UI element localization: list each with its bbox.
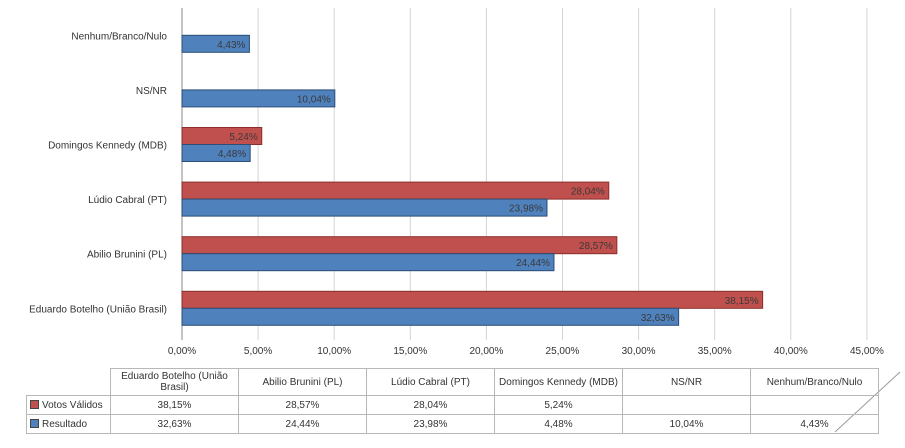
data-label: 24,44% [516, 258, 550, 269]
table-header-row: Eduardo Botelho (União Brasil) Abilio Br… [26, 368, 879, 396]
bar-resultado [181, 34, 250, 53]
bar-resultado [181, 253, 555, 272]
labels: 0,00% 5,00% 10,00% 15,00% 20,00% 25,00% 30,00%… [29, 31, 884, 357]
table-cell [750, 395, 879, 415]
x-tick-label: 30,00% [622, 346, 656, 357]
data-label: 10,04% [297, 94, 331, 105]
bar-votos-validos [181, 181, 610, 200]
x-tick-label: 15,00% [393, 346, 427, 357]
category-label: Nenhum/Branco/Nulo [71, 31, 167, 42]
table-header-cell: NS/NR [622, 368, 751, 396]
category-label: Abilio Brunini (PL) [87, 250, 167, 261]
x-tick-label: 25,00% [546, 346, 580, 357]
data-label: 28,04% [571, 187, 605, 198]
legend-entry-votos-validos: Votos Válidos [26, 395, 111, 415]
table-header-cell: Eduardo Botelho (União Brasil) [110, 368, 239, 396]
legend-swatch-red [30, 399, 39, 409]
x-tick-label: 35,00% [698, 346, 732, 357]
table-cell: 38,15% [110, 395, 239, 415]
category-label: NS/NR [136, 86, 167, 97]
table-cell: 28,04% [366, 395, 495, 415]
table-header-cell: Abilio Brunini (PL) [238, 368, 367, 396]
legend-entry-resultado: Resultado [26, 414, 111, 434]
x-tick-label: 0,00% [168, 346, 196, 357]
table-header-cell: Lúdio Cabral (PT) [366, 368, 495, 396]
x-tick-label: 5,00% [244, 346, 272, 357]
bar-resultado [181, 198, 548, 217]
data-label: 4,43% [217, 40, 245, 51]
gridlines [181, 8, 868, 340]
x-tick-label: 40,00% [774, 346, 808, 357]
table-cell: 23,98% [366, 414, 495, 434]
x-tick-label: 10,00% [317, 346, 351, 357]
table-row-votos-validos: Votos Válidos 38,15% 28,57% 28,04% 5,24% [26, 395, 879, 415]
category-label: Domingos Kennedy (MDB) [48, 141, 167, 152]
bars [181, 34, 764, 326]
data-label: 5,24% [229, 132, 257, 143]
bar-resultado [181, 89, 336, 108]
data-label: 23,98% [509, 204, 543, 215]
table-corner [26, 368, 111, 396]
table-cell: 5,24% [494, 395, 623, 415]
category-label: Eduardo Botelho (União Brasil) [29, 304, 167, 315]
table-row-resultado: Resultado 32,63% 24,44% 23,98% 4,48% 10,… [26, 414, 879, 434]
bar-resultado [181, 144, 251, 162]
bar-resultado [181, 307, 680, 326]
table-header-cell: Domingos Kennedy (MDB) [494, 368, 623, 396]
table-header-cell: Nenhum/Branco/Nulo [750, 368, 879, 396]
legend-label: Resultado [42, 418, 88, 430]
table-cell: 4,48% [494, 414, 623, 434]
data-label: 28,57% [579, 241, 613, 252]
data-table: Eduardo Botelho (União Brasil) Abilio Br… [26, 368, 879, 434]
bar-votos-validos [181, 236, 618, 255]
table-cell [622, 395, 751, 415]
data-label: 4,48% [218, 149, 246, 160]
x-tick-label: 45,00% [850, 346, 884, 357]
table-cell: 28,57% [238, 395, 367, 415]
x-tick-label: 20,00% [469, 346, 503, 357]
table-cell: 32,63% [110, 414, 239, 434]
data-label: 32,63% [641, 313, 675, 324]
legend-label: Votos Válidos [42, 399, 103, 411]
bar-votos-validos [181, 290, 764, 309]
table-cell: 24,44% [238, 414, 367, 434]
table-cell: 4,43% [750, 414, 879, 434]
table-cell: 10,04% [622, 414, 751, 434]
data-label: 38,15% [725, 296, 759, 307]
category-label: Lúdio Cabral (PT) [88, 195, 167, 206]
legend-swatch-blue [30, 418, 39, 428]
